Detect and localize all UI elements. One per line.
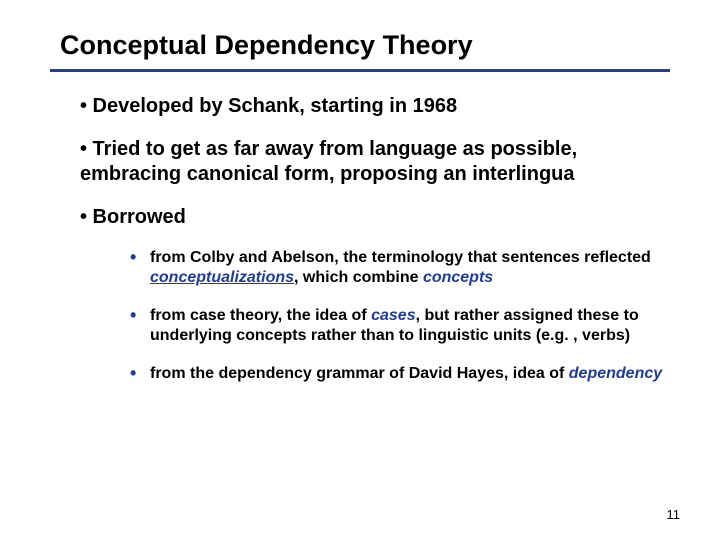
sub-bullet-1: from Colby and Abelson, the terminology … xyxy=(130,248,670,288)
keyword-cases: cases xyxy=(371,307,416,324)
bullet-item-2: • Tried to get as far away from language… xyxy=(80,137,670,187)
keyword-concepts: concepts xyxy=(423,269,493,286)
keyword-conceptualizations: conceptualizations xyxy=(150,269,294,286)
sub1-text-a: from Colby and Abelson, the terminology … xyxy=(150,249,651,266)
bullet-item-3: • Borrowed xyxy=(80,205,670,230)
keyword-dependency: dependency xyxy=(569,365,662,382)
sub2-text-a: from case theory, the idea of xyxy=(150,307,371,324)
title-underline-rule xyxy=(50,69,670,72)
slide: Conceptual Dependency Theory • Developed… xyxy=(0,0,720,540)
page-number: 11 xyxy=(667,507,681,522)
sub-bullet-2: from case theory, the idea of cases, but… xyxy=(130,306,670,346)
sub-bullet-3: from the dependency grammar of David Hay… xyxy=(130,364,670,384)
sub-bullet-list: from Colby and Abelson, the terminology … xyxy=(80,248,670,384)
bullet-item-1: • Developed by Schank, starting in 1968 xyxy=(80,94,670,119)
slide-title: Conceptual Dependency Theory xyxy=(60,30,670,61)
sub3-text-a: from the dependency grammar of David Hay… xyxy=(150,365,569,382)
sub1-text-b: , which combine xyxy=(294,269,423,286)
bullet-list: • Developed by Schank, starting in 1968 … xyxy=(50,94,670,384)
